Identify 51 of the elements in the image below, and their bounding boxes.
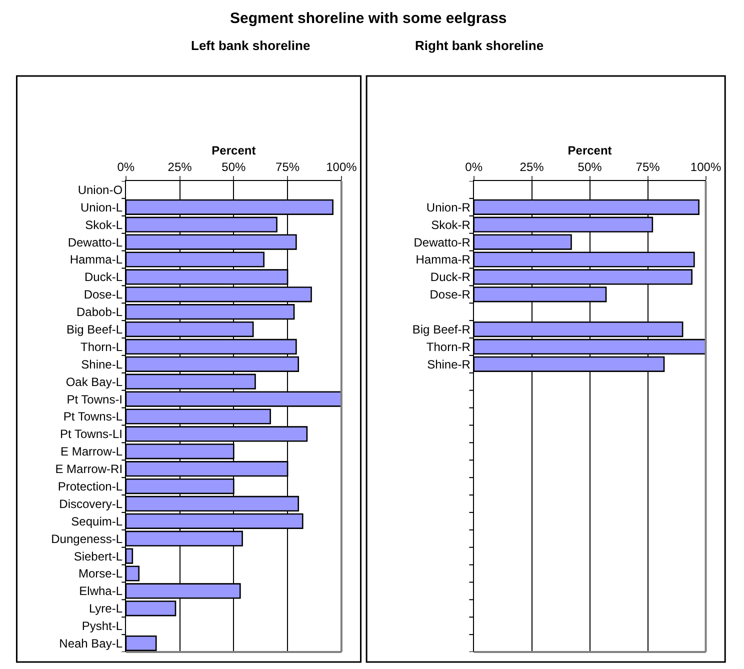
y-tick-label: Neah Bay-L xyxy=(59,636,123,650)
x-axis-title: Percent xyxy=(212,144,256,158)
x-axis-title: Percent xyxy=(568,144,612,158)
y-tick-label: Skok-R xyxy=(431,218,471,232)
y-tick-label: Siebert-L xyxy=(74,549,123,564)
x-tick-label: 100% xyxy=(690,160,722,174)
x-tick-label: 50% xyxy=(222,160,246,174)
y-tick-label: Big Beef-L xyxy=(66,322,123,336)
y-tick-label: Dewatto-L xyxy=(68,235,123,250)
x-tick-label: 75% xyxy=(276,160,300,174)
y-tick-label: Skok-L xyxy=(85,218,123,232)
y-tick-label: Protection-L xyxy=(58,479,123,494)
y-tick-label: Union-L xyxy=(80,200,123,214)
y-tick-label: Thorn-L xyxy=(80,340,123,354)
y-tick-label: Discovery-L xyxy=(59,496,123,511)
y-tick-label: Pysht-L xyxy=(82,619,123,634)
y-tick-label: Elwha-L xyxy=(79,584,123,598)
chart-title: Segment shoreline with some eelgrass xyxy=(230,10,507,27)
x-tick-label: 0% xyxy=(117,160,135,174)
y-tick-label: Hamma-R xyxy=(416,252,471,267)
y-tick-label: Dose-L xyxy=(84,288,123,302)
y-tick-label: Dewatto-R xyxy=(414,235,471,250)
y-tick-label: Union-R xyxy=(426,200,471,214)
y-tick-label: Union-O xyxy=(78,182,123,197)
x-tick-label: 25% xyxy=(168,160,192,174)
x-tick-label: 0% xyxy=(465,160,483,174)
y-tick-label: Oak Bay-L xyxy=(66,374,123,389)
y-tick-label: Shine-R xyxy=(427,357,471,372)
y-tick-label: Lyre-L xyxy=(88,602,123,616)
y-tick-label: Pt Towns-L xyxy=(63,410,123,424)
y-tick-label: Hamma-L xyxy=(70,252,123,267)
chart-subtitle: Right bank shoreline xyxy=(415,38,544,53)
x-tick-label: 75% xyxy=(636,160,660,174)
y-tick-label: Shine-L xyxy=(81,357,123,372)
y-tick-label: Pt Towns-I xyxy=(66,392,123,406)
y-tick-label: Dabob-L xyxy=(76,305,123,320)
y-tick-label: E Marrow-RI xyxy=(55,462,123,476)
y-tick-label: Morse-L xyxy=(78,566,123,581)
chart-subtitle: Left bank shoreline xyxy=(191,38,310,53)
y-tick-label: Dose-R xyxy=(430,288,471,302)
y-tick-label: Duck-L xyxy=(84,270,123,284)
x-tick-label: 50% xyxy=(578,160,602,174)
y-tick-label: Sequim-L xyxy=(71,514,123,528)
y-tick-label: Dungeness-L xyxy=(51,532,123,546)
y-tick-label: Big Beef-R xyxy=(412,322,471,336)
y-tick-label: E Marrow-L xyxy=(60,444,123,459)
y-tick-label: Pt Towns-LI xyxy=(60,427,123,442)
y-tick-label: Duck-R xyxy=(430,270,471,284)
y-tick-label: Thorn-R xyxy=(426,340,471,354)
x-tick-label: 100% xyxy=(326,160,358,174)
x-tick-label: 25% xyxy=(520,160,544,174)
